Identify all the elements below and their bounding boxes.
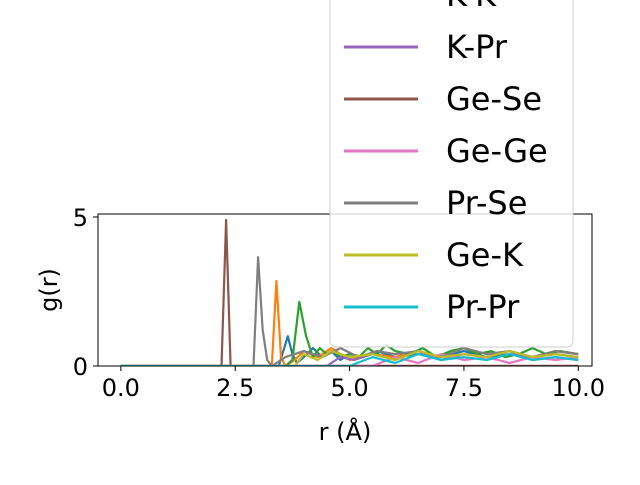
legend-label: Ge-Ge xyxy=(446,132,548,170)
x-tick-label: 7.5 xyxy=(445,374,483,402)
x-axis-label: r (Å) xyxy=(319,417,372,446)
x-axis-ticks: 0.0 2.5 5.0 7.5 10.0 xyxy=(102,366,605,402)
x-tick-label: 5.0 xyxy=(330,374,368,402)
y-axis-ticks: 05 xyxy=(73,204,98,381)
y-tick-label: 5 xyxy=(73,204,88,232)
legend-box xyxy=(329,0,574,348)
legend-label: Ge-Se xyxy=(446,80,542,118)
x-tick-label: 10.0 xyxy=(552,374,605,402)
legend-label: Pr-Se xyxy=(446,184,527,222)
legend-label: Ge-K xyxy=(446,236,524,274)
legend: K-K K-Pr Ge-Se Ge-Ge Pr-Se Ge-K Pr-Pr xyxy=(329,0,574,348)
x-tick-label: 2.5 xyxy=(216,374,254,402)
series-line-8 xyxy=(120,350,579,366)
series-line-5 xyxy=(120,218,579,366)
legend-label: K-K xyxy=(446,0,497,14)
series-line-9 xyxy=(120,353,579,366)
x-tick-label: 0.0 xyxy=(102,374,140,402)
legend-label: Pr-Pr xyxy=(446,288,520,326)
y-axis-label: g(r) xyxy=(35,268,63,312)
legend-label: K-Pr xyxy=(446,28,508,66)
y-tick-label: 0 xyxy=(73,353,88,381)
